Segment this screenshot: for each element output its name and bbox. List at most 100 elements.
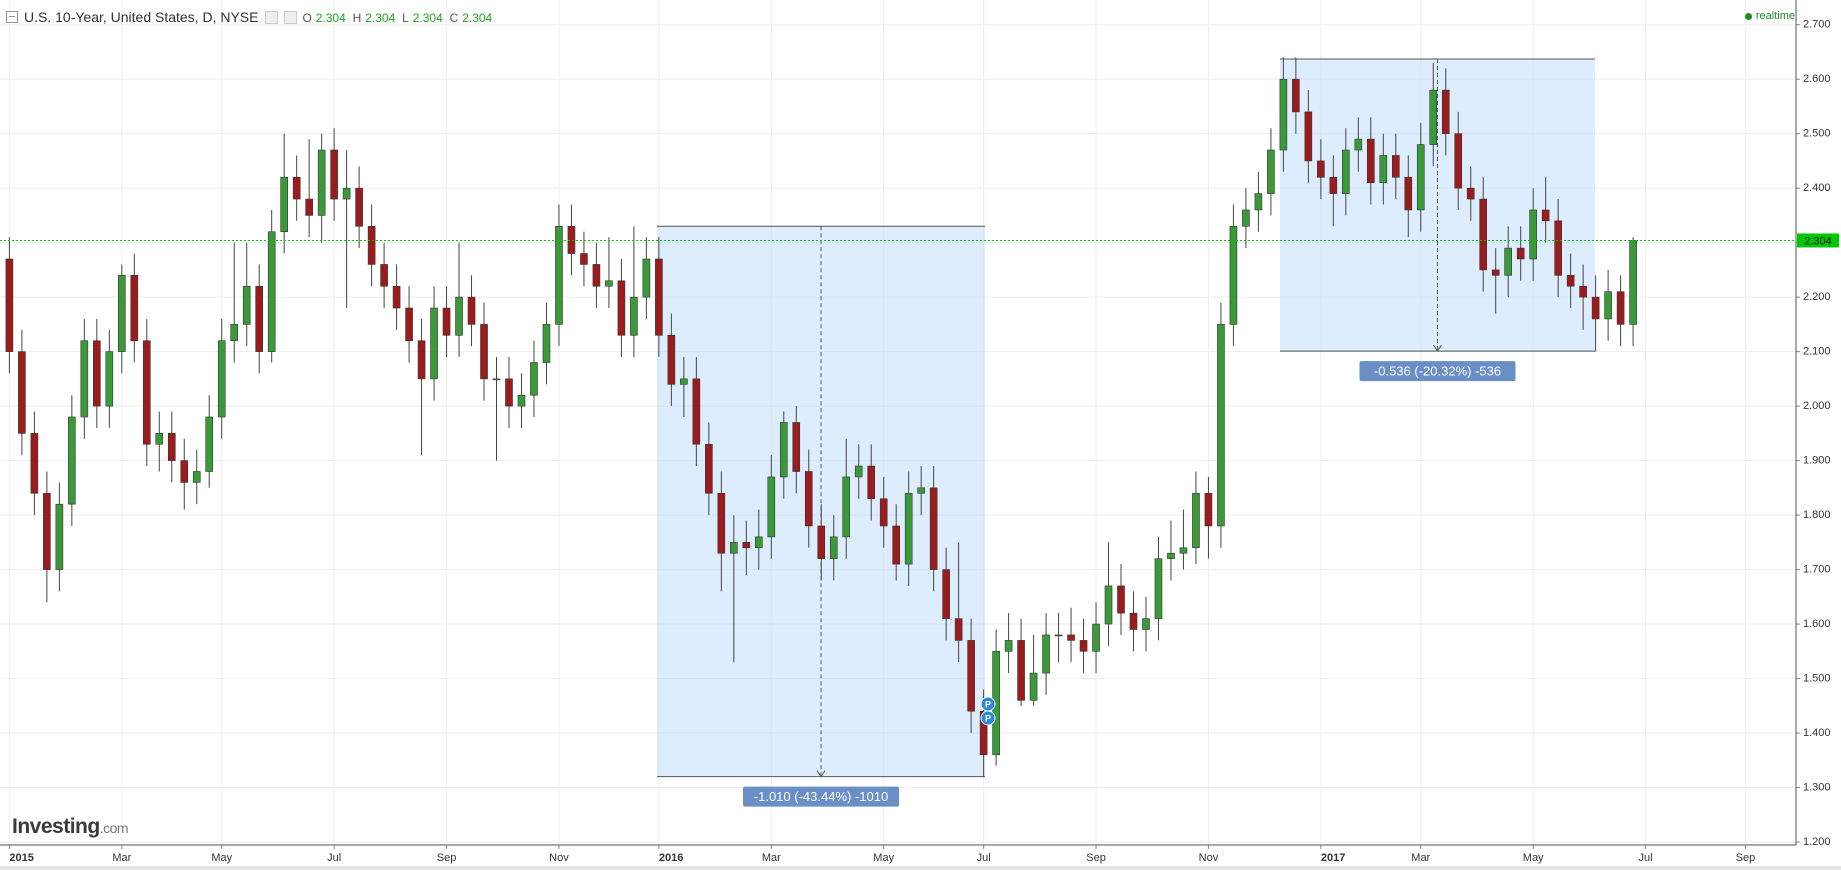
candle-body	[1591, 296, 1600, 320]
measure-arrowhead	[816, 770, 826, 778]
x-tick-label: May	[1523, 852, 1544, 864]
candle-body	[892, 525, 900, 565]
candle-body	[130, 275, 139, 342]
settings-icon[interactable]	[264, 10, 278, 24]
candle-body	[1054, 634, 1063, 637]
candle-body	[317, 149, 326, 216]
candle-body	[230, 324, 239, 342]
candle-body	[1279, 78, 1288, 151]
candle-body	[430, 307, 438, 380]
candle-body	[267, 231, 276, 352]
candle-body	[879, 498, 888, 527]
candle-body	[1629, 240, 1637, 325]
measure-label-bg	[1359, 361, 1516, 382]
y-tick-label: 1.900	[1803, 454, 1831, 466]
logo-brand: Investing	[12, 815, 100, 838]
candle-body	[305, 198, 313, 216]
candle-body	[1504, 247, 1512, 276]
candle-body	[367, 226, 376, 265]
collapse-icon[interactable]	[6, 11, 18, 23]
y-tick-label: 1.600	[1803, 618, 1831, 630]
candle-body	[1242, 209, 1250, 227]
candle-body	[242, 285, 251, 325]
candle-body	[1429, 89, 1438, 145]
x-tick-label: 2017	[1321, 852, 1345, 864]
candle-body	[1329, 176, 1338, 194]
ohlc-value: 2.304	[462, 11, 493, 25]
candle-body	[255, 285, 263, 352]
candle-body	[1342, 149, 1350, 194]
ohlc-label: C	[449, 11, 459, 25]
x-tick-label: 2016	[659, 852, 683, 864]
candle-body	[93, 340, 101, 407]
candle-body	[1142, 618, 1150, 630]
candle-body	[80, 340, 89, 418]
candle-body	[567, 226, 576, 254]
y-tick-label: 2.400	[1803, 182, 1831, 194]
y-tick-label: 1.800	[1803, 509, 1831, 521]
ohlc-label: H	[352, 11, 362, 25]
candle-body	[1292, 78, 1300, 113]
y-tick-label: 2.700	[1803, 19, 1831, 31]
ohlc-value: 2.304	[412, 11, 443, 25]
candle-body	[1391, 155, 1400, 178]
candle-body	[118, 275, 126, 352]
y-tick-label: 1.300	[1803, 781, 1831, 793]
close-icon[interactable]	[283, 10, 297, 24]
candle-body	[1092, 623, 1100, 652]
candle-body	[954, 618, 963, 641]
y-tick-label: 1.500	[1803, 672, 1831, 684]
candle-body	[155, 433, 164, 445]
candle-body	[1217, 324, 1225, 527]
candle-body	[754, 536, 763, 549]
candle-body	[1229, 226, 1238, 325]
logo-suffix: .com	[99, 820, 129, 836]
candle-body	[767, 476, 776, 538]
candle-body	[1454, 133, 1463, 189]
candle-body	[854, 465, 863, 478]
candle-body	[18, 351, 26, 434]
candle-body	[68, 416, 76, 505]
candle-body	[217, 340, 226, 418]
candle-body	[904, 492, 913, 565]
event-marker-label: P	[985, 713, 991, 723]
candle-body	[405, 307, 413, 342]
candle-body	[829, 536, 838, 559]
event-marker-label: P	[985, 699, 991, 709]
candle-body	[979, 710, 988, 756]
price-label: 2.304	[1804, 235, 1832, 247]
candle-body	[655, 258, 663, 336]
instrument-title: U.S. 10-Year, United States, D, NYSE	[24, 9, 259, 25]
candle-body	[1466, 187, 1475, 200]
candle-body	[1404, 176, 1413, 211]
candle-body	[392, 285, 401, 309]
candle-body	[730, 542, 738, 554]
x-tick-label: Nov	[1199, 852, 1219, 864]
candle-body	[330, 149, 338, 200]
candle-body	[1004, 640, 1013, 652]
ohlc-values: O 2.304 H 2.304 L 2.304 C 2.304	[303, 9, 496, 25]
candle-body	[542, 324, 551, 363]
candle-body	[1167, 552, 1175, 559]
candle-body	[1604, 291, 1612, 320]
measure-label: -0.536 (-20.32%) -536	[1374, 364, 1501, 379]
x-tick-label: Nov	[549, 852, 569, 864]
candle-body	[967, 640, 975, 712]
candle-body	[1354, 138, 1363, 151]
candle-body	[1516, 247, 1525, 260]
x-tick-label: 2015	[9, 852, 33, 864]
realtime-status: realtime	[1744, 10, 1795, 22]
candle-body	[442, 307, 451, 336]
ohlc-value: 2.304	[365, 11, 396, 25]
candle-body	[417, 340, 426, 380]
candle-body	[804, 471, 813, 527]
candle-body	[180, 460, 189, 483]
x-tick-label: Jul	[327, 852, 341, 864]
candle-body	[1304, 111, 1313, 162]
x-tick-label: Sep	[1736, 852, 1756, 864]
candle-body	[105, 351, 114, 407]
candle-body	[480, 324, 488, 380]
candle-body	[642, 258, 651, 298]
